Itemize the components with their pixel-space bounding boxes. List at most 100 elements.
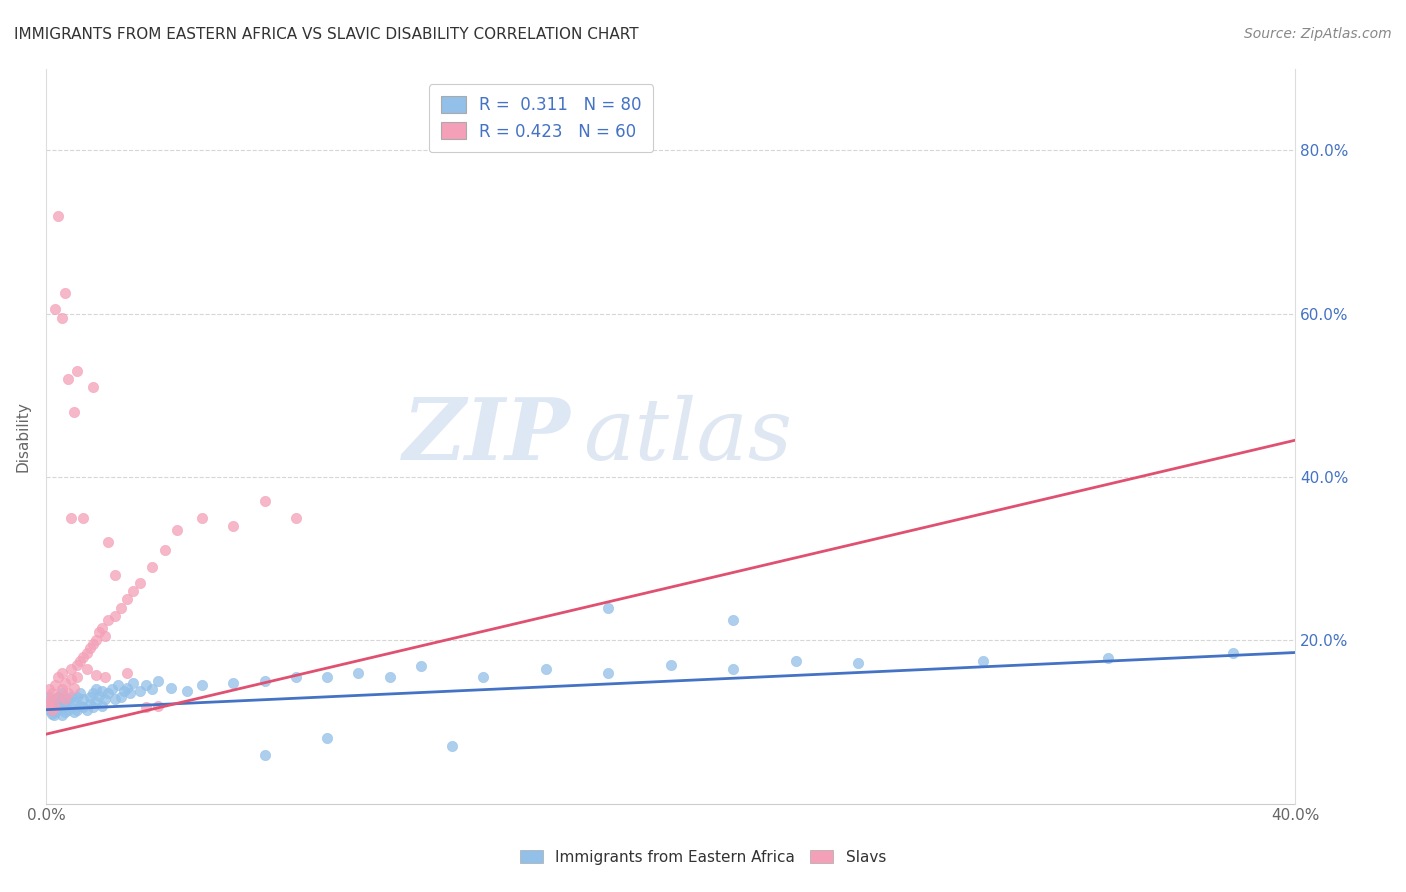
Point [42, 708, 65, 723]
Point [51, 694, 73, 708]
Point [84, 633, 107, 648]
Point [69, 686, 91, 700]
Point [38, 703, 60, 717]
Point [153, 543, 176, 558]
Point [72, 649, 94, 664]
Point [91, 621, 114, 635]
Point [222, 519, 245, 533]
Point [76, 646, 98, 660]
Point [72, 700, 94, 714]
Point [63, 404, 86, 418]
Point [56, 692, 79, 706]
Point [115, 665, 138, 680]
Point [69, 698, 91, 713]
Point [191, 510, 214, 524]
Point [38, 690, 60, 705]
Point [253, 494, 276, 508]
Point [37, 698, 59, 713]
Point [253, 674, 276, 689]
Point [191, 678, 214, 692]
Point [41, 686, 63, 700]
Text: Source: ZipAtlas.com: Source: ZipAtlas.com [1244, 27, 1392, 41]
Point [721, 613, 744, 627]
Point [59, 690, 82, 705]
Point [160, 681, 183, 695]
Point [84, 682, 107, 697]
Point [135, 700, 157, 714]
Point [110, 690, 132, 705]
Point [128, 684, 150, 698]
Point [82, 637, 104, 651]
Point [51, 665, 73, 680]
Point [176, 684, 198, 698]
Point [44, 698, 66, 713]
Point [79, 697, 101, 711]
Point [41, 694, 63, 708]
Point [59, 700, 82, 714]
Point [120, 686, 142, 700]
Point [122, 584, 145, 599]
Point [107, 678, 129, 692]
Point [39, 692, 62, 706]
Point [87, 625, 110, 640]
Point [66, 364, 89, 378]
Point [97, 535, 120, 549]
Point [135, 678, 157, 692]
Point [97, 613, 120, 627]
Point [63, 694, 86, 708]
Point [87, 689, 110, 703]
Point [38, 698, 60, 713]
Point [56, 372, 79, 386]
Point [846, 656, 869, 670]
Point [51, 700, 73, 714]
Point [347, 665, 370, 680]
Point [76, 703, 98, 717]
Point [166, 523, 188, 537]
Point [598, 665, 620, 680]
Point [79, 641, 101, 656]
Point [59, 662, 82, 676]
Point [53, 698, 76, 713]
Point [53, 705, 76, 719]
Text: IMMIGRANTS FROM EASTERN AFRICA VS SLAVIC DISABILITY CORRELATION CHART: IMMIGRANTS FROM EASTERN AFRICA VS SLAVIC… [14, 27, 638, 42]
Point [59, 673, 82, 687]
Legend: Immigrants from Eastern Africa, Slavs: Immigrants from Eastern Africa, Slavs [515, 844, 891, 871]
Point [44, 678, 66, 692]
Point [48, 697, 70, 711]
Point [41, 703, 63, 717]
Point [72, 510, 94, 524]
Point [316, 731, 339, 746]
Point [316, 670, 339, 684]
Point [148, 698, 170, 713]
Point [472, 670, 495, 684]
Point [53, 692, 76, 706]
Point [51, 686, 73, 700]
Point [785, 654, 807, 668]
Point [148, 674, 170, 689]
Point [91, 684, 114, 698]
Point [100, 682, 122, 697]
Point [84, 667, 107, 681]
Point [51, 682, 73, 697]
Point [112, 684, 135, 698]
Point [44, 302, 66, 317]
Point [63, 681, 86, 695]
Point [51, 310, 73, 325]
Text: ZIP: ZIP [404, 394, 571, 478]
Point [94, 670, 117, 684]
Point [84, 694, 107, 708]
Point [63, 705, 86, 719]
Point [91, 698, 114, 713]
Point [48, 690, 70, 705]
Point [37, 694, 59, 708]
Point [128, 576, 150, 591]
Point [253, 747, 276, 762]
Point [284, 510, 307, 524]
Point [534, 662, 557, 676]
Point [104, 608, 127, 623]
Point [82, 380, 104, 394]
Point [721, 662, 744, 676]
Point [56, 686, 79, 700]
Point [115, 592, 138, 607]
Point [59, 510, 82, 524]
